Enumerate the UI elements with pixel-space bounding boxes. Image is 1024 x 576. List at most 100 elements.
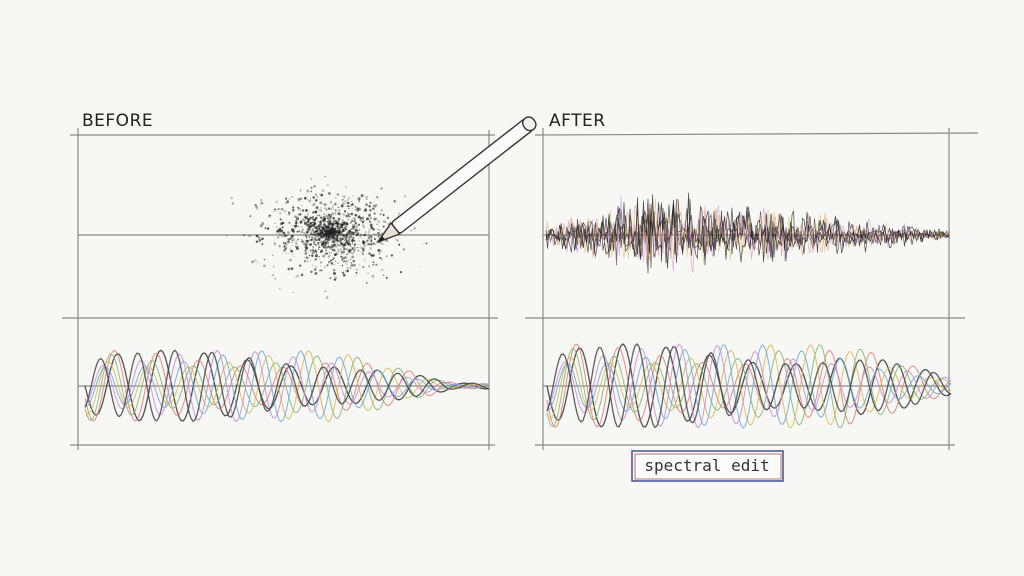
- speck: [286, 200, 290, 204]
- caption: spectral edit: [644, 456, 769, 475]
- speck: [353, 243, 357, 246]
- speck: [410, 230, 412, 232]
- speck: [372, 254, 375, 257]
- speck: [351, 247, 354, 250]
- speck: [329, 215, 332, 219]
- speck: [294, 215, 298, 219]
- speck: [333, 264, 335, 266]
- frame-line: [534, 132, 979, 136]
- speck: [313, 224, 316, 228]
- speck: [321, 245, 324, 247]
- speck: [350, 264, 354, 267]
- speck: [327, 243, 330, 246]
- speck: [225, 234, 228, 237]
- speck: [291, 239, 294, 242]
- speck: [293, 235, 295, 237]
- speck: [284, 197, 288, 200]
- speck: [351, 239, 355, 242]
- speck: [347, 207, 350, 210]
- speck: [329, 213, 331, 216]
- speck: [337, 212, 339, 215]
- speck: [345, 225, 348, 228]
- speck: [320, 224, 322, 226]
- speck: [329, 231, 331, 233]
- speck: [332, 231, 334, 232]
- speck: [305, 235, 307, 237]
- speck: [362, 217, 365, 220]
- speck: [330, 252, 332, 254]
- speck: [295, 219, 298, 222]
- speck: [348, 212, 351, 215]
- speck: [350, 261, 353, 264]
- speck: [315, 253, 318, 255]
- speck: [354, 222, 358, 225]
- speck: [297, 213, 300, 216]
- speck: [311, 204, 313, 206]
- speck: [328, 245, 332, 249]
- speck: [316, 235, 320, 239]
- speck: [317, 225, 319, 227]
- speck: [319, 261, 323, 264]
- speck: [287, 267, 291, 271]
- speck: [363, 233, 366, 237]
- speck: [313, 185, 316, 188]
- speck: [316, 227, 318, 230]
- speck: [351, 252, 355, 255]
- speck: [269, 214, 271, 217]
- speck: [329, 236, 332, 238]
- speck: [342, 219, 344, 222]
- speck: [372, 263, 375, 266]
- speck: [337, 249, 340, 252]
- speck: [320, 210, 322, 212]
- speck: [331, 224, 334, 227]
- speck: [315, 244, 317, 247]
- speck: [319, 269, 321, 272]
- speck: [339, 225, 342, 228]
- speck: [291, 242, 293, 244]
- speck: [377, 249, 381, 252]
- speck: [338, 230, 342, 233]
- speck: [307, 213, 309, 215]
- speck: [288, 253, 290, 255]
- speck: [316, 233, 318, 235]
- speck: [333, 253, 337, 257]
- speck: [343, 221, 346, 224]
- speck: [378, 228, 381, 231]
- speck: [350, 245, 353, 248]
- speck: [251, 260, 255, 264]
- speck: [320, 219, 323, 222]
- speck: [369, 201, 372, 205]
- speck: [317, 220, 319, 222]
- speck: [309, 216, 312, 220]
- speck: [369, 223, 373, 227]
- speck: [284, 241, 287, 245]
- speck: [327, 260, 331, 264]
- speck: [323, 221, 326, 224]
- speck: [297, 246, 299, 248]
- speck: [337, 244, 340, 247]
- speck: [355, 225, 359, 229]
- speck: [365, 217, 369, 221]
- speck: [322, 226, 325, 229]
- speck: [345, 248, 348, 251]
- speck: [285, 198, 288, 201]
- speck: [378, 252, 381, 255]
- speck: [327, 255, 331, 258]
- speck: [381, 268, 384, 271]
- speck: [290, 267, 294, 271]
- speck: [329, 232, 331, 234]
- speck: [398, 212, 400, 214]
- speck: [318, 239, 321, 241]
- speck: [320, 207, 322, 209]
- speck: [334, 260, 337, 262]
- speck: [311, 254, 314, 257]
- speck: [292, 292, 294, 294]
- speck: [278, 234, 280, 236]
- speck: [350, 204, 353, 207]
- speck: [370, 254, 373, 257]
- speck: [319, 242, 321, 243]
- speck: [333, 228, 336, 231]
- speck: [343, 221, 346, 224]
- speck: [338, 231, 341, 234]
- speck: [311, 225, 314, 228]
